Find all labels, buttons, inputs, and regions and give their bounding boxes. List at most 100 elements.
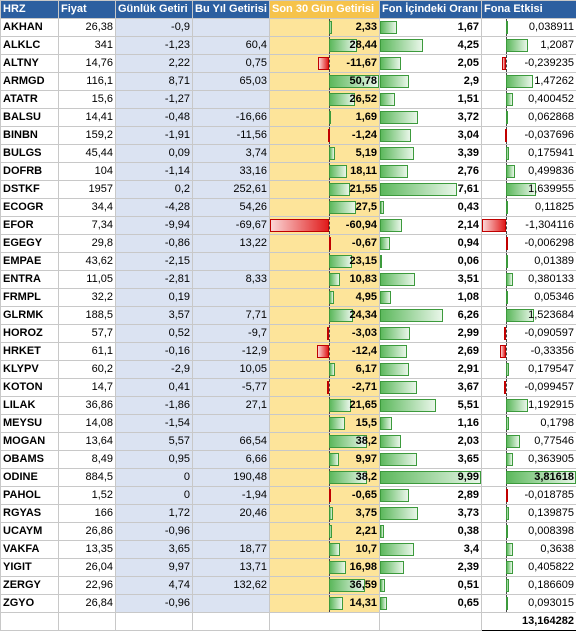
cell-30day-return[interactable]: 9,97 <box>270 451 380 469</box>
cell-ytd-return[interactable]: 0,75 <box>193 55 270 73</box>
cell-code[interactable]: ENTRA <box>1 271 59 289</box>
cell-fund-ratio[interactable]: 2,69 <box>380 343 482 361</box>
cell-30day-return[interactable]: -60,94 <box>270 217 380 235</box>
cell-price[interactable]: 166 <box>59 505 116 523</box>
cell-fund-ratio[interactable]: 4,25 <box>380 37 482 55</box>
header-daily-return[interactable]: Günlük Getiri <box>116 1 193 19</box>
cell-30day-return[interactable]: 38,2 <box>270 433 380 451</box>
cell-price[interactable]: 8,49 <box>59 451 116 469</box>
cell-daily-return[interactable]: 0 <box>116 469 193 487</box>
cell-price[interactable]: 14,08 <box>59 415 116 433</box>
cell-daily-return[interactable]: 4,74 <box>116 577 193 595</box>
cell-ytd-return[interactable]: -5,77 <box>193 379 270 397</box>
cell-fund-ratio[interactable]: 0,65 <box>380 595 482 613</box>
cell-daily-return[interactable]: -2,15 <box>116 253 193 271</box>
cell-ytd-return[interactable]: 132,62 <box>193 577 270 595</box>
cell-daily-return[interactable]: -1,27 <box>116 91 193 109</box>
cell-fund-ratio[interactable]: 3,39 <box>380 145 482 163</box>
cell-daily-return[interactable]: -1,14 <box>116 163 193 181</box>
cell-ytd-return[interactable]: 13,22 <box>193 235 270 253</box>
cell-fund-effect[interactable]: 0,400452 <box>482 91 576 109</box>
cell-fund-ratio[interactable]: 6,26 <box>380 307 482 325</box>
cell-code[interactable]: UCAYM <box>1 523 59 541</box>
cell-price[interactable]: 15,6 <box>59 91 116 109</box>
cell-code[interactable]: ATATR <box>1 91 59 109</box>
cell-price[interactable]: 32,2 <box>59 289 116 307</box>
cell-fund-ratio[interactable]: 2,76 <box>380 163 482 181</box>
cell-price[interactable]: 188,5 <box>59 307 116 325</box>
cell-code[interactable]: EGEGY <box>1 235 59 253</box>
cell-fund-effect[interactable]: 3,81618 <box>482 469 576 487</box>
cell-fund-ratio[interactable]: 2,14 <box>380 217 482 235</box>
cell-ytd-return[interactable]: -11,56 <box>193 127 270 145</box>
cell-30day-return[interactable]: 26,52 <box>270 91 380 109</box>
cell-30day-return[interactable]: 50,78 <box>270 73 380 91</box>
cell-daily-return[interactable]: 0,95 <box>116 451 193 469</box>
cell-fund-effect[interactable]: -0,037696 <box>482 127 576 145</box>
cell-ytd-return[interactable] <box>193 415 270 433</box>
cell-code[interactable]: LILAK <box>1 397 59 415</box>
cell-price[interactable]: 1957 <box>59 181 116 199</box>
cell-ytd-return[interactable]: 8,33 <box>193 271 270 289</box>
cell-fund-effect[interactable]: -0,239235 <box>482 55 576 73</box>
cell-code[interactable]: ODINE <box>1 469 59 487</box>
cell-price[interactable]: 11,05 <box>59 271 116 289</box>
cell-30day-return[interactable]: 21,65 <box>270 397 380 415</box>
cell-30day-return[interactable]: 2,33 <box>270 19 380 37</box>
cell-daily-return[interactable]: 0,09 <box>116 145 193 163</box>
cell-daily-return[interactable]: 8,71 <box>116 73 193 91</box>
cell-price[interactable]: 1,52 <box>59 487 116 505</box>
cell-fund-effect[interactable]: 0,405822 <box>482 559 576 577</box>
cell-price[interactable]: 36,86 <box>59 397 116 415</box>
cell-fund-effect[interactable]: 0,179547 <box>482 361 576 379</box>
cell-daily-return[interactable]: -2,81 <box>116 271 193 289</box>
cell-code[interactable]: AKHAN <box>1 19 59 37</box>
cell-30day-return[interactable]: 14,31 <box>270 595 380 613</box>
cell-fund-effect[interactable]: 0,008398 <box>482 523 576 541</box>
cell-code[interactable]: RGYAS <box>1 505 59 523</box>
cell-code[interactable]: EMPAE <box>1 253 59 271</box>
header-hrz[interactable]: HRZ <box>1 1 59 19</box>
cell-fund-effect[interactable]: 0,363905 <box>482 451 576 469</box>
cell-daily-return[interactable]: 0,41 <box>116 379 193 397</box>
cell-daily-return[interactable]: 0,2 <box>116 181 193 199</box>
header-ytd-return[interactable]: Bu Yıl Getirisi <box>193 1 270 19</box>
cell-price[interactable]: 26,04 <box>59 559 116 577</box>
cell-fund-ratio[interactable]: 0,51 <box>380 577 482 595</box>
cell-ytd-return[interactable]: 65,03 <box>193 73 270 91</box>
cell-30day-return[interactable]: 1,69 <box>270 109 380 127</box>
cell-ytd-return[interactable] <box>193 289 270 307</box>
cell-price[interactable]: 26,84 <box>59 595 116 613</box>
cell-code[interactable]: ZGYO <box>1 595 59 613</box>
cell-daily-return[interactable]: 3,65 <box>116 541 193 559</box>
cell-fund-ratio[interactable]: 2,39 <box>380 559 482 577</box>
cell-price[interactable]: 14,41 <box>59 109 116 127</box>
cell-fund-ratio[interactable]: 0,38 <box>380 523 482 541</box>
cell-30day-return[interactable]: 6,17 <box>270 361 380 379</box>
cell-fund-ratio[interactable]: 3,73 <box>380 505 482 523</box>
cell-fund-ratio[interactable]: 5,51 <box>380 397 482 415</box>
cell-fund-effect[interactable]: 0,11825 <box>482 199 576 217</box>
cell-price[interactable]: 116,1 <box>59 73 116 91</box>
cell-code[interactable]: GLRMK <box>1 307 59 325</box>
cell-price[interactable]: 29,8 <box>59 235 116 253</box>
cell-30day-return[interactable]: -12,4 <box>270 343 380 361</box>
cell-fund-effect[interactable]: 0,380133 <box>482 271 576 289</box>
cell-code[interactable]: BULGS <box>1 145 59 163</box>
cell-code[interactable]: MEYSU <box>1 415 59 433</box>
cell-daily-return[interactable]: 1,72 <box>116 505 193 523</box>
cell-daily-return[interactable]: -0,16 <box>116 343 193 361</box>
cell-fund-effect[interactable]: -0,006298 <box>482 235 576 253</box>
cell-fund-effect[interactable]: 0,093015 <box>482 595 576 613</box>
cell-fund-effect[interactable]: 0,139875 <box>482 505 576 523</box>
cell-fund-effect[interactable]: 1,523684 <box>482 307 576 325</box>
cell-30day-return[interactable]: 38,2 <box>270 469 380 487</box>
cell-ytd-return[interactable]: -1,94 <box>193 487 270 505</box>
cell-code[interactable]: DSTKF <box>1 181 59 199</box>
cell-code[interactable]: PAHOL <box>1 487 59 505</box>
cell-price[interactable]: 26,86 <box>59 523 116 541</box>
cell-ytd-return[interactable]: 7,71 <box>193 307 270 325</box>
cell-daily-return[interactable]: -4,28 <box>116 199 193 217</box>
cell-fund-ratio[interactable]: 3,67 <box>380 379 482 397</box>
cell-30day-return[interactable]: 23,15 <box>270 253 380 271</box>
